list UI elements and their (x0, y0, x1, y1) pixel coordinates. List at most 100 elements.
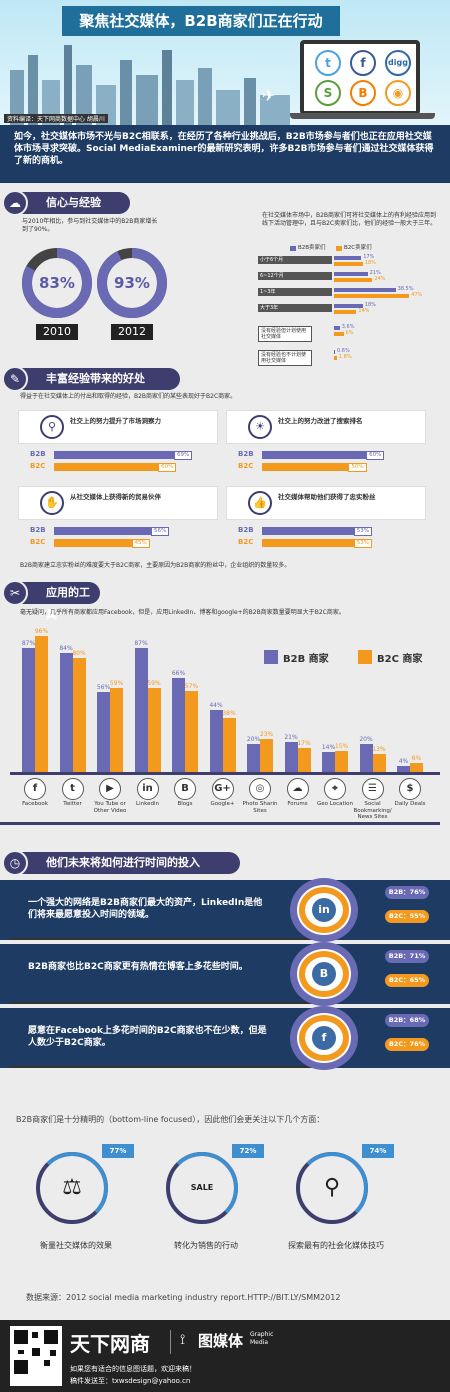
year-2012: 2012 (111, 324, 153, 340)
data-source: 数据来源：2012 social media marketing industr… (26, 1293, 341, 1302)
bottom-line-text: B2B商家们是十分精明的（bottom-line focused），因此他们会更… (16, 1115, 325, 1124)
tool-label: Blogs (177, 801, 193, 807)
tool-label: Photo Sharin Sites (242, 801, 278, 814)
benefit-b2c-label: B2C (30, 462, 46, 470)
experience-bar (334, 310, 357, 314)
rings-chart (22, 248, 167, 318)
magnifier-icon: ⚲ (323, 1175, 341, 1200)
focus-pct: 77% (102, 1144, 134, 1158)
footer-brand2-en2: Media (250, 1339, 269, 1346)
experience-value: 17% (363, 254, 375, 260)
page-title: 聚焦社交媒体，B2B商家们正在行动 (62, 6, 340, 36)
tool-label: Linkedin (136, 801, 159, 807)
experience-value: 0.6% (337, 348, 350, 354)
tool-bar (372, 753, 386, 772)
tool-value: 13% (372, 745, 386, 753)
experience-bar (334, 356, 337, 360)
tool-value: 20% (359, 735, 373, 743)
tools-baseline (0, 822, 440, 825)
tool-bar (397, 766, 410, 772)
tool-label: Daily Deals (394, 801, 426, 807)
cloud-icon: ☁ (2, 190, 28, 216)
tool-value: 17% (297, 739, 311, 747)
benefit-bar (262, 451, 369, 459)
focus-ring-value (36, 1152, 108, 1224)
tool-value: 20% (246, 735, 261, 743)
tool-bar (35, 635, 48, 772)
focus-pct: 74% (362, 1144, 394, 1158)
footer-divider (170, 1330, 171, 1354)
tool-bar (335, 750, 348, 772)
tool-bar (247, 743, 260, 772)
time-panel (0, 880, 450, 940)
footer-brand: 天下网商 (70, 1332, 150, 1356)
time-b2b-pill: B2B：68% (385, 1014, 429, 1027)
experience-bar (334, 272, 368, 276)
experience-bar (334, 256, 362, 260)
tool-bar (147, 688, 161, 772)
footer-line2: 稿件发送至：txwsdesign@yahoo.cn (70, 1377, 191, 1385)
tool-value: 57% (184, 683, 199, 691)
legend-b2b-label: B2B卖家们 (298, 245, 326, 251)
experience-text: 在社交媒体市场中，B2B商家们可将社交媒体上的有利经验应用到线下活动管理中，且与… (262, 212, 437, 227)
benefit-b2c-label: B2C (30, 538, 46, 546)
rss-icon: ☰ (361, 778, 384, 800)
daily-deals-icon: $ (399, 778, 421, 800)
sale-tag-icon: SALE (190, 1183, 214, 1192)
clock-icon: ◷ (2, 850, 28, 876)
thumbs-up-icon: 👍 (248, 491, 272, 515)
benefit-value: 45% (131, 539, 150, 548)
tool-value: 56% (96, 684, 111, 692)
blogger-icon: B (312, 962, 336, 986)
focus-label: 衡量社交媒体的效果 (40, 1241, 112, 1250)
tool-label: Geo Location (316, 801, 354, 807)
benefit-b2b-label: B2B (238, 526, 254, 534)
time-panel-text: 愿意在Facebook上多花时间的B2C商家也不在少数，但是人数少于B2C商家。 (28, 1026, 267, 1048)
time-b2c-pill: B2C：65% (385, 974, 429, 987)
focus-ring-value (296, 1152, 368, 1224)
experience-value: 47% (411, 292, 423, 298)
benefit-bar (262, 527, 356, 535)
forum-icon: ☁ (286, 778, 309, 800)
tool-bar (209, 709, 223, 772)
benefit-b2c-label: B2C (238, 462, 254, 470)
tool-bar (222, 718, 236, 772)
experience-bar (334, 326, 340, 330)
footer-brand2: 图媒体 (198, 1332, 244, 1350)
legend-b2b-swatch (290, 246, 296, 251)
tool-bar (134, 648, 148, 772)
tool-value: 23% (259, 731, 274, 739)
benefit-bar (262, 539, 356, 547)
facebook-icon: f (24, 778, 46, 800)
benefit-bar (54, 451, 176, 459)
qr-code (10, 1326, 62, 1386)
tool-bar (97, 692, 110, 772)
time-b2c-pill: B2C：76% (385, 1038, 429, 1051)
footer: 天下网商 ⟟ 图媒体 Graphic Media 如果您有适合的信息图话题，欢迎… (0, 1320, 450, 1392)
tool-bar (284, 742, 298, 772)
scales-icon: ⚖ (62, 1175, 82, 1200)
year-2010: 2010 (36, 324, 78, 340)
time-connector (10, 938, 320, 940)
benefit-value: 53% (353, 527, 372, 536)
tool-label: Twitter (63, 801, 82, 807)
benefits-subtitle: 得益于在社交媒体上的付出和取得的经验，B2B商家们的某些表现好于B2C商家。 (20, 393, 237, 400)
photo-icon: ◎ (249, 778, 271, 800)
linkedin-icon: in (136, 778, 159, 800)
confidence-text: 与2010年相比，参与到社交媒体中的B2B商家增长到了90%。 (22, 218, 158, 233)
experience-category: 小于6个月 (258, 256, 332, 264)
tool-label: Google+ (210, 801, 235, 807)
stumbleupon-icon: S (315, 80, 341, 106)
experience-bar (334, 294, 410, 298)
legend-b2c-swatch (336, 246, 342, 251)
experience-bar (334, 278, 373, 282)
tool-value: 80% (72, 650, 86, 658)
time-b2c-pill: B2C：55% (385, 910, 429, 923)
benefit-bar (54, 463, 161, 471)
experience-value: 18% (364, 260, 376, 266)
tool-bar (22, 648, 35, 772)
ring-2010-value (22, 248, 92, 318)
experience-value: 21% (369, 270, 381, 276)
benefit-b2b-label: B2B (238, 450, 254, 458)
benefit-bar (54, 539, 134, 547)
